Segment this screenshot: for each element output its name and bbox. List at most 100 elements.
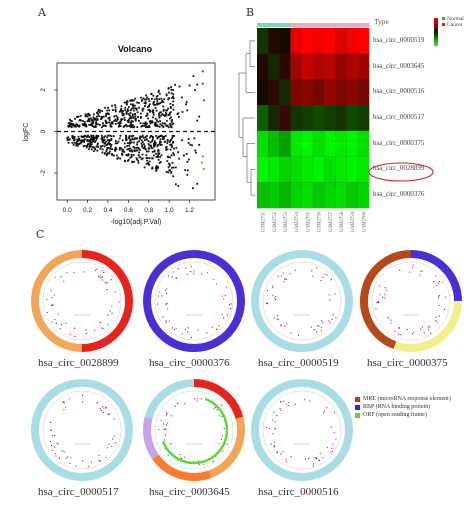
heatmap-cell <box>290 53 303 80</box>
feature-mark <box>107 323 109 325</box>
volcano-point <box>172 100 175 103</box>
feature-mark <box>298 334 300 336</box>
volcano-point <box>162 137 165 140</box>
volcano-point <box>154 122 156 125</box>
feature-mark <box>439 295 441 297</box>
volcano-point <box>114 140 117 142</box>
feature-mark <box>437 282 440 284</box>
column-group-cell <box>301 23 314 27</box>
feature-mark <box>90 461 92 463</box>
volcano-point <box>77 115 80 118</box>
circrna-label: hsa_circ_0000376 <box>149 357 230 369</box>
volcano-y-tick: 0 <box>40 129 47 133</box>
volcano-point <box>177 116 180 118</box>
feature-mark <box>100 409 103 412</box>
feature-mark <box>221 415 223 417</box>
volcano-point <box>119 109 122 112</box>
feature-mark <box>111 312 113 314</box>
volcano-point <box>125 101 128 104</box>
volcano-point <box>71 137 74 140</box>
volcano-point <box>118 121 121 124</box>
circrna-plot <box>31 250 133 352</box>
feature-mark <box>96 401 98 403</box>
volcano-point <box>123 142 126 145</box>
circrna-segment <box>142 250 245 352</box>
heatmap-cell <box>357 130 370 157</box>
volcano-point <box>155 135 157 137</box>
feature-mark <box>284 325 286 327</box>
volcano-point <box>165 113 168 116</box>
heatmap-cell <box>324 105 336 132</box>
volcano-point <box>141 157 144 160</box>
volcano-point <box>130 155 133 158</box>
feature-mark <box>54 276 56 278</box>
volcano-point <box>148 147 150 150</box>
volcano-point <box>161 138 164 140</box>
volcano-point <box>120 105 123 108</box>
feature-mark <box>82 401 84 403</box>
feature-mark <box>280 453 282 455</box>
heatmap-cell <box>268 156 280 183</box>
volcano-point <box>90 122 93 125</box>
feature-mark <box>322 457 324 459</box>
volcano-point <box>85 114 88 117</box>
feature-mark <box>276 414 278 416</box>
feature-mark <box>320 327 322 329</box>
volcano-point <box>114 123 117 125</box>
volcano-point <box>73 136 76 139</box>
heatmap-cell <box>301 182 314 209</box>
feature-mark <box>398 327 400 329</box>
volcano-point <box>165 170 168 173</box>
feature-mark <box>271 419 274 421</box>
feature-mark <box>177 267 179 270</box>
feature-mark <box>215 283 218 285</box>
volcano-point <box>133 104 136 107</box>
volcano-point <box>125 113 128 115</box>
feature-mark <box>69 334 71 336</box>
feature-mark <box>51 304 53 307</box>
volcano-point <box>121 112 124 114</box>
volcano-point <box>147 98 150 100</box>
heatmap-cell <box>257 28 269 55</box>
feature-mark <box>268 427 270 430</box>
inner-ring <box>262 261 342 341</box>
feature-mark <box>75 465 77 467</box>
volcano-point <box>137 116 140 119</box>
volcano-point <box>112 154 115 157</box>
volcano-point <box>129 121 132 124</box>
volcano-point <box>91 146 94 148</box>
feature-mark <box>50 421 52 423</box>
volcano-point <box>151 116 154 119</box>
volcano-point <box>185 101 188 103</box>
volcano-point <box>106 112 109 115</box>
feature-mark <box>438 315 440 317</box>
heatmap-cell <box>279 53 291 80</box>
volcano-point <box>165 145 168 148</box>
heatmap-cell <box>301 156 314 183</box>
feature-mark <box>54 453 56 455</box>
volcano-point <box>101 141 104 144</box>
volcano-point <box>167 126 170 129</box>
volcano-point <box>114 146 117 149</box>
row-dendrogram <box>238 40 255 196</box>
volcano-point <box>164 111 167 114</box>
feature-mark <box>280 409 282 411</box>
volcano-point <box>92 134 95 137</box>
volcano-point <box>165 146 167 149</box>
volcano-point <box>136 143 138 146</box>
feature-mark <box>171 276 173 278</box>
volcano-point <box>186 169 189 172</box>
feature-mark <box>274 421 276 423</box>
feature-mark <box>222 450 224 452</box>
volcano-point <box>143 166 146 169</box>
volcano-point <box>70 126 73 129</box>
heatmap-row-label: hsa_circ_0000516 <box>373 87 425 96</box>
volcano-point <box>123 151 126 153</box>
feature-mark <box>384 287 386 289</box>
volcano-point <box>159 141 162 144</box>
volcano-point <box>83 121 86 123</box>
volcano-point <box>162 109 165 112</box>
volcano-point <box>170 88 173 91</box>
heatmap-cell <box>257 79 269 106</box>
feature-mark <box>315 458 318 460</box>
